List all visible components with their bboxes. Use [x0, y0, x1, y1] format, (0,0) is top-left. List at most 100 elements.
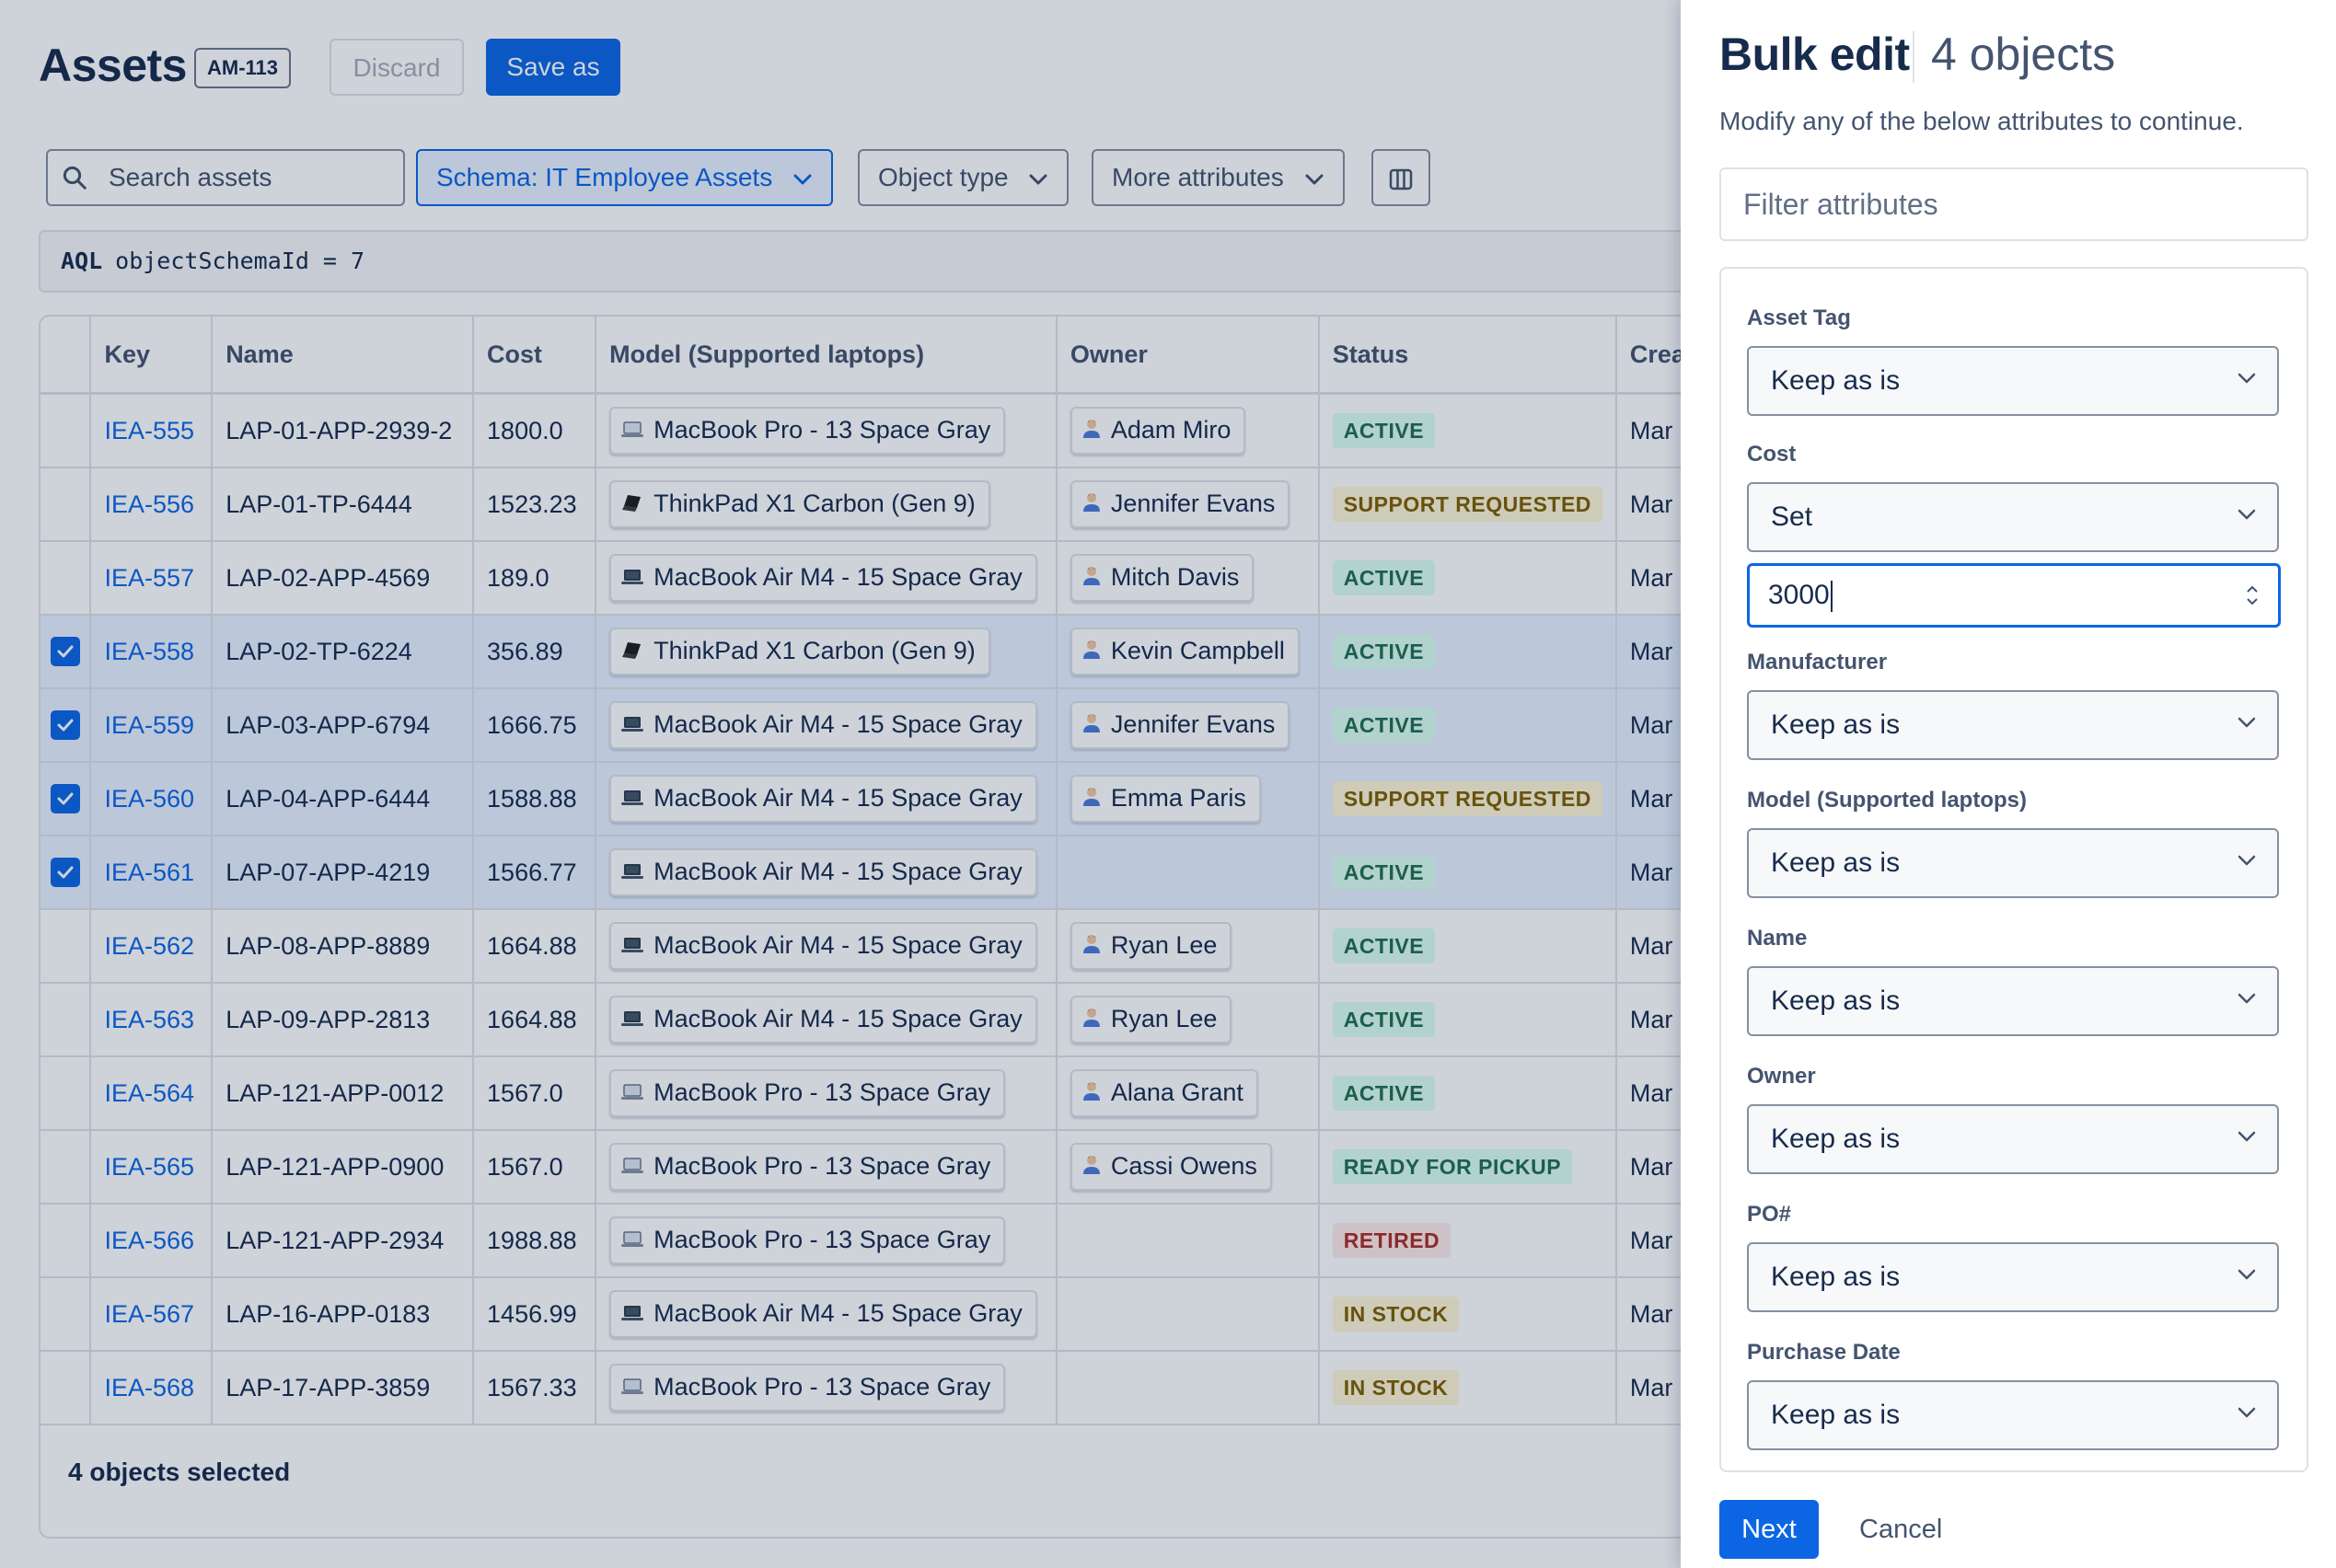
model-chip[interactable]: ThinkPad X1 Carbon (Gen 9) [609, 480, 990, 528]
row-select-cell[interactable] [40, 467, 92, 542]
row-select-cell[interactable] [40, 983, 92, 1057]
table-row[interactable]: IEA-567 LAP-16-APP-0183 1456.99 MacBook Air… [40, 1277, 1681, 1352]
model-chip[interactable]: ThinkPad X1 Carbon (Gen 9) [609, 628, 990, 675]
row-select-cell[interactable] [40, 615, 92, 689]
asset-key-link[interactable]: IEA-565 [104, 1152, 195, 1181]
filter-attributes-input[interactable]: Filter attributes [1719, 167, 2308, 241]
owner-chip[interactable]: Mitch Davis [1070, 554, 1255, 602]
asset-key-link[interactable]: IEA-558 [104, 637, 195, 665]
po-select[interactable]: Keep as is [1747, 1242, 2279, 1312]
checkbox-checked-icon[interactable] [50, 784, 80, 814]
table-row[interactable]: IEA-559 LAP-03-APP-6794 1666.75 MacBook Air… [40, 688, 1681, 763]
model-chip[interactable]: MacBook Air M4 - 15 Space Gray [609, 775, 1037, 823]
asset-key-link[interactable]: IEA-561 [104, 858, 195, 886]
column-header-cost[interactable]: Cost [473, 317, 597, 395]
model-chip[interactable]: MacBook Air M4 - 15 Space Gray [609, 701, 1037, 749]
row-select-cell[interactable] [40, 1204, 92, 1278]
more-attributes-filter-button[interactable]: More attributes [1092, 149, 1345, 206]
row-select-cell[interactable] [40, 1130, 92, 1205]
row-select-cell[interactable] [40, 393, 92, 468]
table-row[interactable]: IEA-562 LAP-08-APP-8889 1664.88 MacBook Air… [40, 909, 1681, 984]
table-row[interactable]: IEA-566 LAP-121-APP-2934 1988.88 MacBook Pr… [40, 1204, 1681, 1278]
asset-key-link[interactable]: IEA-567 [104, 1299, 195, 1328]
search-input[interactable]: Search assets [46, 149, 405, 206]
save-as-button[interactable]: Save as [486, 39, 620, 96]
checkbox-checked-icon[interactable] [50, 637, 80, 667]
model-chip[interactable]: MacBook Pro - 13 Space Gray [609, 1216, 1006, 1264]
asset-key-link[interactable]: IEA-556 [104, 490, 195, 518]
owner-chip[interactable]: Jennifer Evans [1070, 480, 1290, 528]
asset-key-link[interactable]: IEA-568 [104, 1373, 195, 1401]
row-select-cell[interactable] [40, 762, 92, 836]
number-stepper-icon[interactable] [2245, 582, 2260, 608]
asset-key-link[interactable]: IEA-559 [104, 710, 195, 739]
model-chip[interactable]: MacBook Air M4 - 15 Space Gray [609, 848, 1037, 896]
row-select-cell[interactable] [40, 688, 92, 763]
model-select[interactable]: Keep as is [1747, 828, 2279, 898]
column-header-created[interactable]: Crea [1615, 317, 1681, 395]
table-row[interactable]: IEA-563 LAP-09-APP-2813 1664.88 MacBook Air… [40, 983, 1681, 1057]
model-chip[interactable]: MacBook Pro - 13 Space Gray [609, 407, 1006, 455]
table-row[interactable]: IEA-568 LAP-17-APP-3859 1567.33 MacBook Pro… [40, 1351, 1681, 1425]
owner-chip[interactable]: Kevin Campbell [1070, 628, 1300, 675]
name-select[interactable]: Keep as is [1747, 966, 2279, 1036]
owner-chip[interactable]: Adam Miro [1070, 407, 1246, 455]
asset-key-link[interactable]: IEA-555 [104, 416, 195, 444]
column-header-name[interactable]: Name [212, 317, 475, 395]
schema-filter-button[interactable]: Schema: IT Employee Assets [416, 149, 833, 206]
row-select-cell[interactable] [40, 909, 92, 984]
cost-value-input[interactable]: 3000 [1747, 563, 2281, 628]
table-row[interactable]: IEA-557 LAP-02-APP-4569 189.0 MacBook Air M… [40, 541, 1681, 616]
row-select-cell[interactable] [40, 1277, 92, 1352]
model-chip[interactable]: MacBook Air M4 - 15 Space Gray [609, 996, 1037, 1043]
asset-tag-select[interactable]: Keep as is [1747, 346, 2279, 416]
purchase-date-select[interactable]: Keep as is [1747, 1380, 2279, 1450]
column-header-model[interactable]: Model (Supported laptops) [596, 317, 1058, 395]
owner-select[interactable]: Keep as is [1747, 1104, 2279, 1174]
cost-select[interactable]: Set [1747, 482, 2279, 552]
asset-key-link[interactable]: IEA-562 [104, 931, 195, 960]
column-header-status[interactable]: Status [1318, 317, 1617, 395]
column-header-owner[interactable]: Owner [1056, 317, 1320, 395]
checkbox-checked-icon[interactable] [50, 710, 80, 741]
table-row[interactable]: IEA-561 LAP-07-APP-4219 1566.77 MacBook Air… [40, 836, 1681, 910]
asset-key-link[interactable]: IEA-566 [104, 1226, 195, 1254]
table-row[interactable]: IEA-560 LAP-04-APP-6444 1588.88 MacBook Air… [40, 762, 1681, 836]
column-header-key[interactable]: Key [90, 317, 214, 395]
model-chip[interactable]: MacBook Air M4 - 15 Space Gray [609, 554, 1037, 602]
asset-key-link[interactable]: IEA-557 [104, 563, 195, 592]
row-select-cell[interactable] [40, 836, 92, 910]
cancel-button[interactable]: Cancel [1859, 1515, 1943, 1544]
next-button[interactable]: Next [1719, 1500, 1819, 1559]
discard-button[interactable]: Discard [330, 39, 464, 96]
model-chip[interactable]: MacBook Pro - 13 Space Gray [609, 1069, 1006, 1117]
model-chip[interactable]: MacBook Air M4 - 15 Space Gray [609, 1290, 1037, 1338]
table-row[interactable]: IEA-555 LAP-01-APP-2939-2 1800.0 MacBook Pr… [40, 393, 1681, 468]
table-row[interactable]: IEA-556 LAP-01-TP-6444 1523.23 ThinkPad X1 … [40, 467, 1681, 542]
row-select-cell[interactable] [40, 1351, 92, 1425]
owner-chip[interactable]: Ryan Lee [1070, 996, 1232, 1043]
owner-chip[interactable]: Alana Grant [1070, 1069, 1258, 1117]
columns-button[interactable] [1371, 149, 1430, 206]
row-select-cell[interactable] [40, 541, 92, 616]
row-select-cell[interactable] [40, 1056, 92, 1131]
checkbox-checked-icon[interactable] [50, 858, 80, 888]
owner-chip[interactable]: Jennifer Evans [1070, 701, 1290, 749]
asset-key-link[interactable]: IEA-564 [104, 1078, 195, 1107]
column-header-select[interactable] [40, 317, 92, 395]
model-chip[interactable]: MacBook Pro - 13 Space Gray [609, 1143, 1006, 1191]
owner-chip[interactable]: Emma Paris [1070, 775, 1261, 823]
manufacturer-select[interactable]: Keep as is [1747, 690, 2279, 760]
aql-query-bar[interactable]: AQL objectSchemaId = 7 [39, 230, 1681, 293]
table-row[interactable]: IEA-564 LAP-121-APP-0012 1567.0 MacBook Pro… [40, 1056, 1681, 1131]
asset-key-link[interactable]: IEA-563 [104, 1005, 195, 1033]
table-row[interactable]: IEA-565 LAP-121-APP-0900 1567.0 MacBook Pro… [40, 1130, 1681, 1205]
asset-key-link[interactable]: IEA-560 [104, 784, 195, 813]
table-row[interactable]: IEA-558 LAP-02-TP-6224 356.89 ThinkPad X1 C… [40, 615, 1681, 689]
chevron-down-icon [2238, 509, 2256, 520]
owner-chip[interactable]: Cassi Owens [1070, 1143, 1272, 1191]
model-chip[interactable]: MacBook Air M4 - 15 Space Gray [609, 922, 1037, 970]
owner-chip[interactable]: Ryan Lee [1070, 922, 1232, 970]
object-type-filter-button[interactable]: Object type [858, 149, 1070, 206]
model-chip[interactable]: MacBook Pro - 13 Space Gray [609, 1364, 1006, 1412]
